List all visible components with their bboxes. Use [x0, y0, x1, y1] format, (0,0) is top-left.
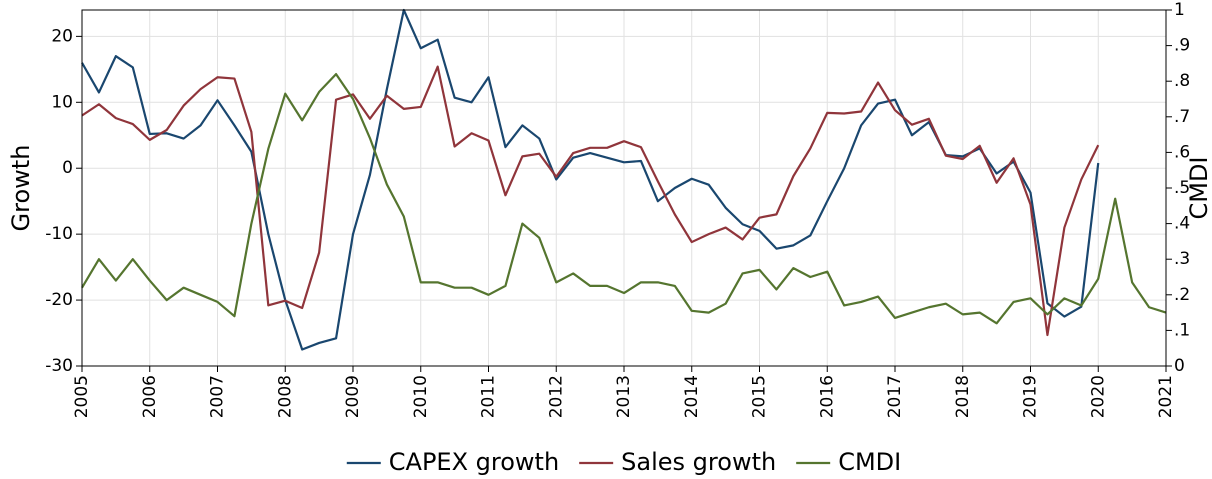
x-tick-label: 2018 [953, 375, 973, 418]
y2-tick-label: .5 [1174, 178, 1190, 198]
x-tick-label: 2021 [1156, 375, 1176, 418]
y2-tick-label: .8 [1174, 71, 1190, 91]
y-axis-title: Growth [7, 145, 35, 232]
x-tick-label: 2006 [140, 375, 160, 418]
y2-tick-label: .4 [1174, 214, 1190, 234]
legend-label: Sales growth [621, 448, 776, 476]
x-tick-label: 2009 [343, 375, 363, 418]
y2-tick-label: 1 [1174, 0, 1185, 20]
x-tick-label: 2013 [614, 375, 634, 418]
x-tick-label: 2005 [72, 375, 92, 418]
y-tick-label: -30 [45, 356, 73, 376]
y2-tick-label: .2 [1174, 285, 1190, 305]
y2-tick-label: .3 [1174, 249, 1190, 269]
x-tick-label: 2014 [682, 375, 702, 418]
y2-axis-title: CMDI [1185, 156, 1212, 219]
y-tick-label: 0 [62, 158, 73, 178]
series-line [81, 8, 1100, 351]
x-tick-label: 2012 [546, 375, 566, 418]
x-tick-label: 2011 [479, 375, 499, 418]
x-tick-label: 2007 [208, 375, 228, 418]
legend-label: CAPEX growth [389, 448, 559, 476]
x-tick-label: 2015 [750, 375, 770, 418]
legend-label: CMDI [838, 448, 901, 476]
plot-lines [81, 8, 1167, 351]
y-tick-label: 20 [51, 26, 73, 46]
y-tick-label: -20 [45, 290, 73, 310]
grid [81, 10, 1167, 367]
x-tick-label: 2019 [1021, 375, 1041, 418]
y2-tick-label: .6 [1174, 142, 1190, 162]
axes: 2005 2006 2007 2008 2009 2010 2011 2012 2013 2014… [45, 0, 1190, 418]
x-tick-label: 2017 [885, 375, 905, 418]
x-tick-label: 2020 [1088, 375, 1108, 418]
y2-tick-label: .7 [1174, 107, 1190, 127]
x-tick-label: 2010 [411, 375, 431, 418]
y-tick-label: 10 [51, 92, 73, 112]
y2-tick-label: 0 [1174, 356, 1185, 376]
legend: CAPEX growth Sales growth CMDI [346, 448, 901, 476]
x-tick-label: 2016 [817, 375, 837, 418]
x-tick-label: 2008 [275, 375, 295, 418]
y2-tick-label: .9 [1174, 36, 1190, 56]
y-tick-label: -10 [45, 224, 73, 244]
series-line [81, 65, 1100, 337]
y2-tick-label: .1 [1174, 320, 1190, 340]
series-line [81, 72, 1167, 325]
